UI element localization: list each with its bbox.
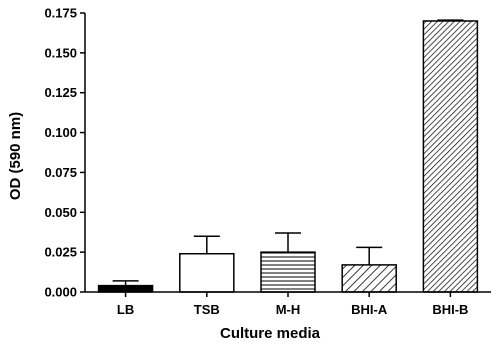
y-tick-label: 0.025	[44, 245, 77, 260]
y-tick-label: 0.075	[44, 165, 77, 180]
bar-bhi-b	[422, 20, 479, 293]
bar-group	[97, 280, 154, 293]
bars	[97, 19, 479, 293]
y-axis-title: OD (590 nm)	[7, 112, 24, 200]
y-tick-label: 0.100	[44, 125, 77, 140]
bar-group	[260, 232, 316, 293]
x-tick-label: BHI-B	[432, 302, 468, 317]
bar-group	[422, 19, 479, 293]
bar-m-h	[260, 251, 316, 293]
x-tick-label: BHI-A	[351, 302, 388, 317]
bar-group	[179, 235, 235, 293]
y-tick-label: 0.150	[44, 45, 77, 60]
bar-group	[341, 246, 397, 293]
x-tick-label: LB	[117, 302, 134, 317]
bar-tsb	[179, 252, 235, 293]
y-tick-label: 0.125	[44, 85, 77, 100]
x-tick-label: TSB	[194, 302, 220, 317]
y-tick-label: 0.175	[44, 6, 77, 21]
y-tick-label: 0.050	[44, 205, 77, 220]
y-tick-label: 0.000	[44, 285, 77, 300]
bar-lb	[97, 284, 154, 293]
x-axis-title: Culture media	[220, 325, 321, 342]
bar-bhi-a	[341, 264, 397, 293]
x-tick-label: M-H	[276, 302, 301, 317]
x-axis-ticks: LB TSB M-H BHI-A BHI-B	[117, 292, 468, 317]
y-axis-ticks: 0.000 0.025 0.050 0.075 0.100 0.125 0.150 0.175	[44, 6, 85, 300]
